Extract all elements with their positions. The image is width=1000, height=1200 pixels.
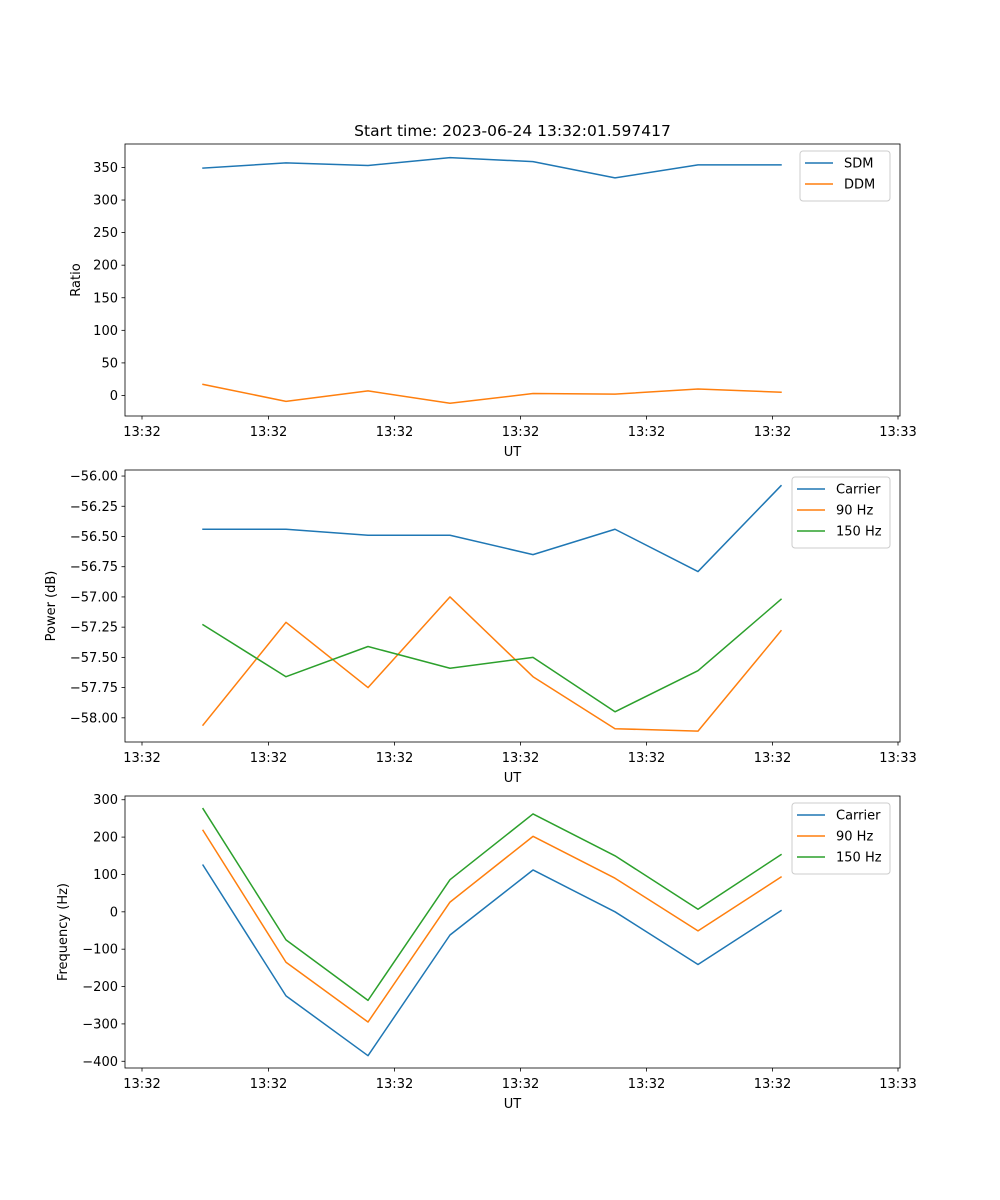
x-tick-label: 13:32	[754, 425, 791, 440]
y-tick-label: 100	[93, 868, 118, 883]
legend-label: 150 Hz	[836, 851, 882, 866]
y-tick-label: 0	[110, 905, 118, 920]
legend-label: 90 Hz	[836, 504, 873, 519]
series-line-90-hz	[201, 829, 783, 1023]
x-tick-label: 13:32	[250, 1077, 287, 1092]
y-tick-label: −400	[82, 1055, 118, 1070]
legend-label: 90 Hz	[836, 830, 873, 845]
y-tick-label: 300	[93, 194, 118, 209]
x-tick-label: 13:32	[250, 425, 287, 440]
y-tick-label: 300	[93, 793, 118, 808]
series-line-carrier	[202, 484, 783, 573]
legend-label: Carrier	[836, 483, 881, 498]
legend-label: 150 Hz	[836, 525, 882, 540]
chart-title: Start time: 2023-06-24 13:32:01.597417	[354, 122, 671, 140]
y-tick-label: 200	[93, 259, 118, 274]
y-axis-label: Frequency (Hz)	[56, 883, 71, 981]
chart-panel-1: 0 50 100 150 200 250 300 350 13:32 13:32 13:32 13:3…	[69, 143, 917, 460]
x-tick-label: 13:32	[250, 751, 287, 766]
y-tick-label: −57.25	[70, 621, 118, 636]
y-tick-label: 150	[93, 291, 118, 306]
chart-panel-2: −58.00 −57.75 −57.50 −57.25 −57.00 −56.75 −56.…	[44, 470, 917, 786]
x-tick-label: 13:33	[879, 751, 916, 766]
x-tick-label: 13:32	[123, 1077, 160, 1092]
legend-label: SDM	[844, 157, 873, 172]
x-tick-label: 13:32	[502, 1077, 539, 1092]
x-tick-label: 13:32	[628, 1077, 665, 1092]
axes-frame	[124, 795, 901, 1069]
y-tick-label: −56.50	[70, 530, 118, 545]
x-tick-label: 13:33	[879, 1077, 916, 1092]
y-tick-label: −56.00	[70, 470, 118, 485]
x-axis-label: UT	[504, 1097, 522, 1112]
y-tick-label: −57.50	[70, 651, 118, 666]
y-tick-label: 350	[93, 161, 118, 176]
x-tick-label: 13:32	[376, 1077, 413, 1092]
x-tick-label: 13:32	[628, 425, 665, 440]
legend: SDM DDM	[799, 150, 891, 202]
y-tick-label: 200	[93, 831, 118, 846]
axes-frame	[124, 469, 901, 743]
x-tick-label: 13:32	[754, 751, 791, 766]
series-line-sdm	[202, 156, 782, 179]
x-tick-label: 13:32	[376, 751, 413, 766]
series-line-ddm	[202, 383, 782, 405]
x-tick-label: 13:32	[376, 425, 413, 440]
legend: Carrier 90 Hz 150 Hz	[791, 802, 891, 875]
y-tick-label: 250	[93, 226, 118, 241]
x-tick-label: 13:33	[879, 425, 916, 440]
x-tick-label: 13:32	[502, 751, 539, 766]
series-line-150-hz	[201, 807, 783, 1002]
legend: Carrier 90 Hz 150 Hz	[791, 476, 891, 549]
y-axis-label: Power (dB)	[44, 571, 59, 642]
y-tick-label: 50	[101, 356, 118, 371]
x-axis-label: UT	[504, 771, 522, 786]
y-axis-label: Ratio	[69, 263, 84, 296]
series-line-carrier	[201, 864, 783, 1057]
axes-frame	[124, 143, 901, 417]
x-axis-label: UT	[504, 445, 522, 460]
y-tick-label: −57.75	[70, 681, 118, 696]
y-tick-label: −56.75	[70, 560, 118, 575]
legend-label: DDM	[844, 178, 875, 193]
x-tick-label: 13:32	[502, 425, 539, 440]
legend-label: Carrier	[836, 809, 881, 824]
series-line-90-hz	[201, 596, 783, 732]
y-tick-label: −100	[82, 943, 118, 958]
y-tick-label: −56.25	[70, 500, 118, 515]
x-tick-label: 13:32	[123, 425, 160, 440]
y-tick-label: −200	[82, 980, 118, 995]
y-tick-label: −57.00	[70, 590, 118, 605]
y-tick-label: −58.00	[70, 711, 118, 726]
y-tick-label: 0	[110, 389, 118, 404]
chart-panel-3: −400 −300 −200 −100 0 100 200 300 13:32 13:32 13:3…	[56, 793, 917, 1112]
series-line-150-hz	[201, 598, 783, 713]
x-tick-label: 13:32	[628, 751, 665, 766]
x-tick-label: 13:32	[754, 1077, 791, 1092]
y-tick-label: 100	[93, 324, 118, 339]
x-tick-label: 13:32	[123, 751, 160, 766]
y-tick-label: −300	[82, 1017, 118, 1032]
